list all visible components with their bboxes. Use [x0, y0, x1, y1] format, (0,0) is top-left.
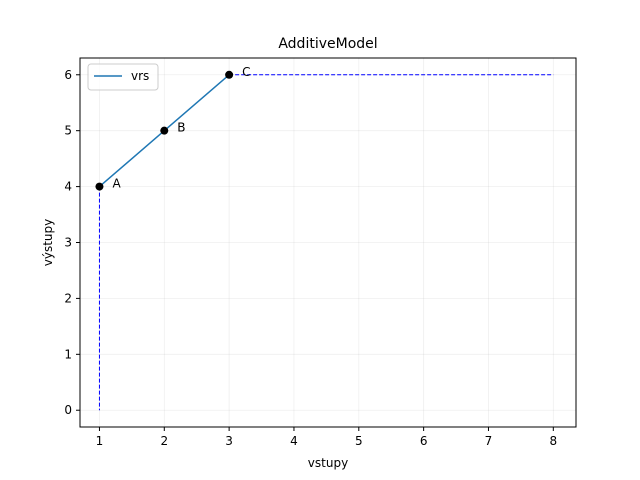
x-tick-label: 3: [225, 434, 233, 448]
y-tick-label: 2: [64, 291, 72, 305]
x-tick-label: 7: [485, 434, 493, 448]
y-tick-label: 5: [64, 124, 72, 138]
x-tick-label: 2: [160, 434, 168, 448]
x-tick-label: 1: [96, 434, 104, 448]
legend-label-vrs: vrs: [131, 69, 149, 83]
y-tick-label: 0: [64, 403, 72, 417]
x-tick-label: 6: [420, 434, 428, 448]
legend: vrs: [87, 63, 159, 91]
x-tick-label: 5: [355, 434, 363, 448]
y-tick-label: 4: [64, 180, 72, 194]
point-label-B: B: [177, 121, 185, 135]
dashed-extensions: [98, 74, 554, 411]
point-label-A: A: [112, 177, 121, 191]
point-B: [160, 126, 169, 135]
y-tick-label: 1: [64, 347, 72, 361]
y-tick-label: 6: [64, 68, 72, 82]
points-layer: A B C: [95, 65, 251, 191]
x-axis-label: vstupy: [308, 456, 348, 470]
x-tick-label: 8: [549, 434, 557, 448]
y-axis-ticks: 0 1 2 3 4 5 6: [64, 68, 80, 417]
point-label-C: C: [242, 65, 250, 79]
chart-title: AdditiveModel: [278, 36, 377, 52]
point-C: [225, 70, 234, 79]
x-axis-ticks: 1 2 3 4 5 6 7 8: [96, 427, 557, 448]
y-tick-label: 3: [64, 236, 72, 250]
y-axis-label: výstupy: [41, 219, 55, 266]
x-tick-label: 4: [290, 434, 298, 448]
point-A: [95, 182, 104, 191]
legend-box: [87, 63, 159, 91]
